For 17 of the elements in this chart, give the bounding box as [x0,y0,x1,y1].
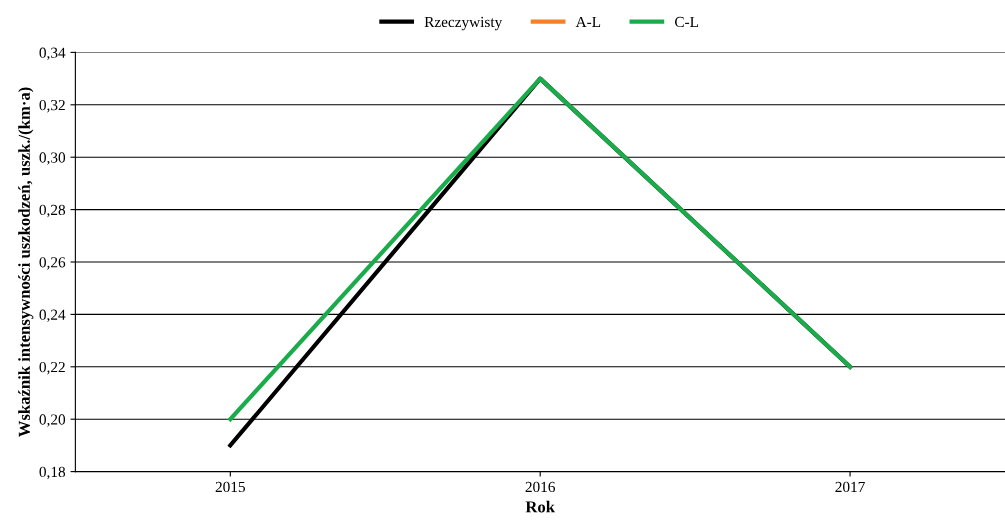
legend-label: C-L [674,16,699,28]
y-axis-title: Wskaźnik intensywności uszkodzeń, uszk./(km·a) [18,87,34,438]
x-tick-label: 2016 [525,481,556,493]
y-tick-label: 0,32 [39,99,65,113]
legend-label: Rzeczywisty [424,16,503,31]
y-tick-label: 0,24 [39,309,66,323]
y-tick-label: 0,28 [39,204,66,218]
y-tick-label: 0,20 [39,414,66,427]
y-tick-label: 0,18 [39,466,66,480]
y-tick-label: 0,22 [39,361,65,375]
y-tick-label: 0,34 [39,47,66,61]
x-tick-label: 2015 [215,481,245,493]
x-tick-label: 2017 [835,481,865,493]
x-axis-title: Rok [525,500,555,513]
y-tick-label: 0,26 [39,257,66,270]
y-tick-label: 0,30 [39,152,66,165]
legend-label: A-L [575,16,601,27]
